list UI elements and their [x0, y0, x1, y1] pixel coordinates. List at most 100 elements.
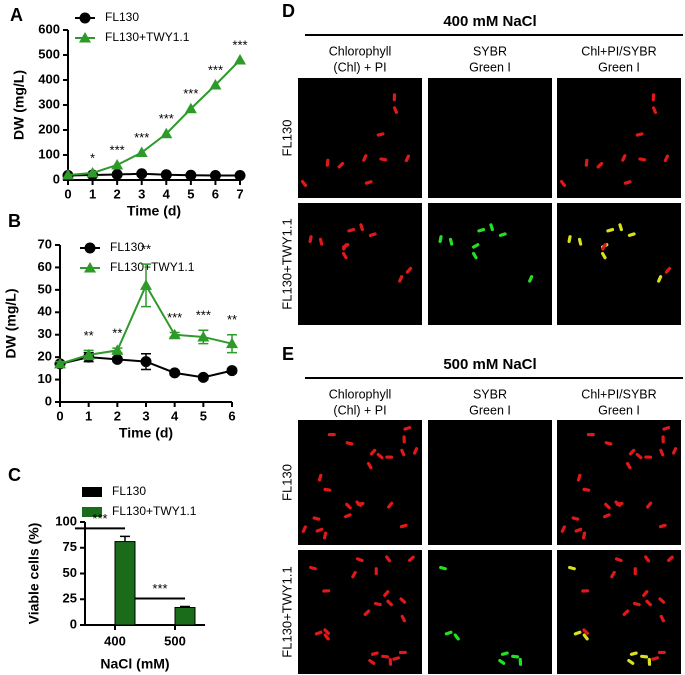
column-header: Chlorophyll — [329, 387, 392, 401]
x-tick-label: 2 — [114, 408, 121, 423]
column-header: SYBR — [473, 44, 507, 58]
cell — [625, 461, 632, 470]
column-header: SYBR — [473, 387, 507, 401]
cell — [664, 266, 672, 274]
cell — [642, 590, 649, 597]
y-tick-label: 500 — [38, 46, 60, 61]
column-header: Chlorophyll — [329, 44, 392, 58]
marker — [234, 170, 246, 181]
cell — [376, 452, 384, 460]
y-tick-label: 400 — [38, 71, 60, 86]
cell — [385, 455, 394, 459]
cell — [500, 651, 509, 656]
marker — [111, 159, 124, 170]
cell — [325, 158, 330, 167]
cell — [362, 154, 368, 162]
cell — [400, 448, 406, 457]
cell — [392, 656, 401, 661]
cell — [601, 243, 607, 251]
cell — [383, 590, 390, 597]
y-tick-label: 30 — [38, 326, 52, 341]
x-axis-label: Time (d) — [119, 425, 173, 441]
cell — [408, 555, 415, 563]
cell — [633, 567, 637, 576]
legend-marker — [79, 32, 91, 43]
cell — [618, 223, 623, 232]
marker — [54, 357, 66, 369]
cell — [344, 513, 352, 519]
cell — [363, 609, 371, 617]
y-tick-label: 20 — [38, 349, 52, 364]
cell — [627, 658, 635, 665]
cell — [661, 435, 665, 444]
cell — [518, 657, 523, 666]
cell — [596, 161, 604, 169]
cell — [472, 251, 478, 260]
micrograph — [428, 550, 552, 674]
cell — [603, 513, 611, 519]
column-header: Green I — [598, 60, 640, 74]
x-tick-label: 1 — [85, 408, 92, 423]
panel-letter: B — [8, 211, 21, 231]
x-tick-label: 6 — [212, 186, 219, 201]
error-bar — [120, 535, 130, 542]
cell — [511, 654, 520, 659]
cell — [647, 657, 652, 666]
column-header: Chl+PI/SYBR — [581, 44, 656, 58]
cell — [369, 448, 377, 456]
micrograph — [428, 78, 552, 198]
x-tick-label: 0 — [56, 408, 63, 423]
cell — [622, 609, 630, 617]
row-label: FL130+TWY1.1 — [279, 218, 294, 309]
significance: ** — [112, 326, 122, 341]
cell — [366, 461, 373, 470]
cell — [635, 132, 644, 137]
cell — [323, 487, 332, 492]
cell — [398, 275, 404, 283]
legend-label: FL130+TWY1.1 — [112, 504, 197, 518]
marker — [197, 330, 210, 342]
cell — [342, 251, 348, 260]
cell — [629, 651, 638, 656]
y-tick-label: 60 — [38, 259, 52, 274]
cell — [385, 555, 392, 563]
cell — [359, 223, 364, 232]
y-tick-label: 70 — [38, 236, 52, 251]
legend-marker — [79, 12, 91, 24]
cell — [317, 473, 323, 482]
cell — [667, 555, 674, 563]
x-tick-label: 6 — [228, 408, 235, 423]
cell — [651, 93, 656, 102]
x-tick-label: 3 — [142, 408, 149, 423]
cell — [345, 502, 352, 510]
cell — [308, 235, 313, 244]
cell — [614, 500, 622, 507]
cell — [368, 232, 377, 237]
significance: *** — [159, 111, 174, 126]
micrograph — [557, 420, 681, 545]
cell — [610, 570, 616, 579]
significance: ** — [227, 312, 237, 327]
legend-label: FL130 — [105, 10, 139, 24]
cell — [498, 658, 506, 665]
cell — [403, 426, 412, 431]
legend-swatch — [82, 487, 102, 497]
panel-letter: C — [8, 465, 21, 485]
x-tick-label: 500 — [164, 633, 186, 648]
cell — [386, 599, 393, 607]
cell — [640, 654, 649, 659]
cell — [318, 237, 324, 246]
row-label: FL130 — [279, 464, 294, 501]
marker — [140, 279, 152, 290]
significance: *** — [167, 310, 182, 325]
significance: *** — [183, 86, 198, 101]
cell — [342, 243, 348, 251]
cell — [381, 654, 390, 659]
y-tick-label: 50 — [38, 281, 52, 296]
cell — [584, 158, 589, 167]
x-tick-label: 2 — [114, 186, 121, 201]
cell — [672, 447, 678, 455]
x-tick-label: 4 — [171, 408, 179, 423]
marker — [136, 168, 148, 180]
